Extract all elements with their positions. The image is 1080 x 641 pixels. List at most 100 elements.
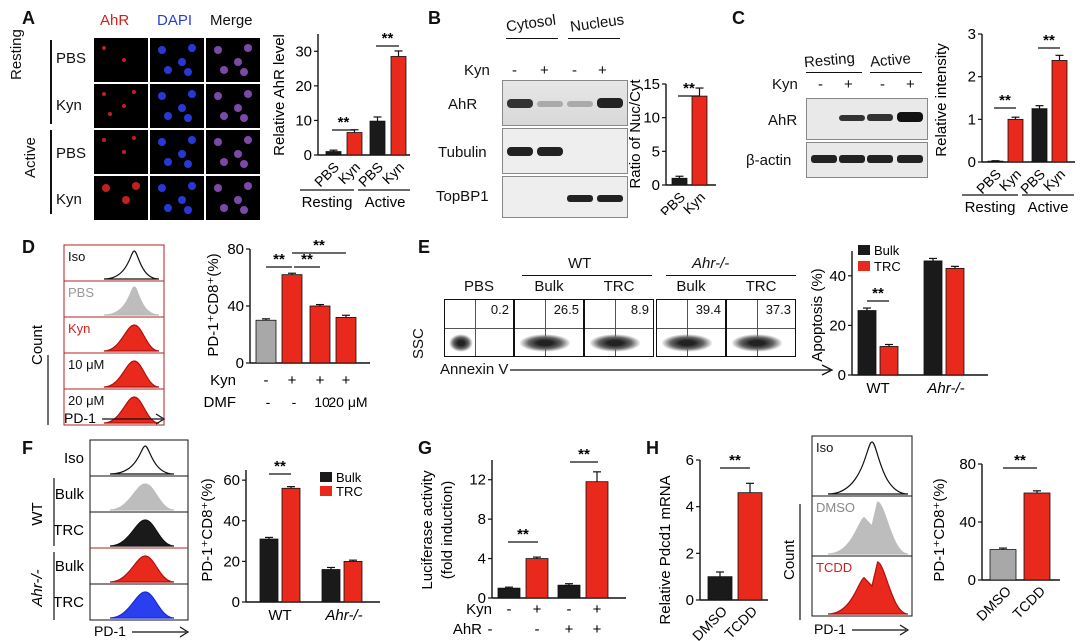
sig-marker: ** xyxy=(274,458,286,475)
col-group-resting: Resting xyxy=(803,49,856,72)
x-arrow-head xyxy=(179,626,190,638)
chart-g: 0 4 8 12 Luciferase activity (fold induction)… xyxy=(419,446,626,638)
cell-dot xyxy=(214,46,222,54)
group-line xyxy=(806,72,862,73)
x-axis-label: PD-1 xyxy=(94,623,126,639)
y-tick-label: 4 xyxy=(686,499,694,516)
blot-ahr xyxy=(806,98,928,140)
hist-label: Iso xyxy=(68,249,85,264)
cell-dot xyxy=(122,196,130,204)
x-axis-label: PD-1 xyxy=(814,621,846,637)
micrograph-cell xyxy=(150,176,204,220)
sign: - xyxy=(507,601,512,618)
y-tick-label: 8 xyxy=(478,511,486,528)
hist-label: TCDD xyxy=(816,560,852,575)
col-header-ahr: AhR xyxy=(100,12,130,29)
cell-dot xyxy=(158,46,166,54)
bar xyxy=(1023,492,1051,581)
band xyxy=(507,99,533,108)
bar xyxy=(497,587,521,599)
flow-plot: Bulk 39.4 xyxy=(656,278,726,357)
hist-label: Iso xyxy=(816,440,833,455)
histogram-peak xyxy=(109,483,175,511)
x-tick-label: Kyn xyxy=(996,166,1024,194)
cell-dot xyxy=(184,68,192,76)
group-ko: Ahr-/- xyxy=(692,255,730,272)
cell-dot xyxy=(240,68,248,76)
micrograph-cell xyxy=(94,176,148,220)
band xyxy=(867,155,893,163)
kyn-label: Kyn xyxy=(772,76,798,93)
sig-marker: ** xyxy=(1043,32,1055,49)
cell-dot xyxy=(102,92,106,96)
group-wt: WT xyxy=(568,255,592,272)
y-axis-label: Count xyxy=(30,324,46,365)
histogram-peak xyxy=(103,250,160,280)
flow-plot: PBS 0.2 xyxy=(444,278,514,357)
quadrant-line xyxy=(445,328,513,329)
legend-swatch xyxy=(858,261,870,271)
quadrant-line xyxy=(687,300,688,356)
quadrant-line xyxy=(515,328,583,329)
row-label: Kyn xyxy=(466,601,492,618)
quadrant-line xyxy=(585,328,653,329)
bar xyxy=(585,481,609,599)
quadrant-value: 39.4 xyxy=(695,302,721,317)
panel-f: F Iso Bulk TRC Bulk TRC WT Ahr-/- PD-1 0 20 40 60 P… xyxy=(0,430,410,641)
hist-label: Kyn xyxy=(68,321,90,336)
sign: + xyxy=(565,621,574,638)
micrograph-cell xyxy=(150,130,204,174)
band xyxy=(897,112,923,122)
cell-dot xyxy=(158,92,166,100)
y-tick-label: 40 xyxy=(829,268,846,285)
cell-dot xyxy=(188,90,196,98)
flow-ylabel: SSC xyxy=(410,328,427,359)
y-tick-label: 15 xyxy=(643,76,660,93)
y-tick-label: 0 xyxy=(838,367,846,384)
panel-letter: G xyxy=(418,438,433,458)
legend-swatch xyxy=(320,472,332,482)
legend-label: TRC xyxy=(874,259,901,274)
flow-plot: Bulk 26.5 xyxy=(514,278,584,357)
y-tick-label: 5 xyxy=(652,143,660,160)
y-tick-label: 30 xyxy=(295,43,312,60)
cell-dot xyxy=(234,58,242,66)
group-label: WT xyxy=(866,380,889,397)
x-arrow-head xyxy=(155,413,166,425)
cell-dot xyxy=(122,150,126,154)
histogram-peak xyxy=(827,501,909,555)
event-cloud xyxy=(589,334,641,352)
histogram-peak xyxy=(109,519,175,547)
hist-label: 20 μM xyxy=(68,393,104,408)
histogram-frame xyxy=(811,435,913,617)
flow-plot-title: Bulk xyxy=(534,278,564,295)
bar xyxy=(1051,60,1068,163)
panel-letter: A xyxy=(22,8,35,28)
x-tick-label: Kyn xyxy=(379,159,407,187)
y-tick-label: 1 xyxy=(968,111,976,128)
y-axis-label: (fold induction) xyxy=(439,481,456,579)
histogram-stack-d: Iso PBS Kyn 10 μM 20 μM Count PD-1 xyxy=(30,244,166,426)
bar xyxy=(346,132,363,156)
band xyxy=(507,147,533,156)
cell-dot xyxy=(184,160,192,168)
sign: - xyxy=(488,621,493,638)
bar xyxy=(525,558,549,599)
kyn-sign: + xyxy=(844,76,853,93)
cell-dot xyxy=(122,58,126,62)
micrograph-cell xyxy=(206,130,260,174)
histogram-peak xyxy=(109,445,175,475)
bar xyxy=(321,569,341,603)
quadrant-value: 26.5 xyxy=(553,302,579,317)
band xyxy=(567,101,593,107)
row-label: PBS xyxy=(56,50,87,67)
legend-swatch xyxy=(320,486,332,496)
quadrant-value: 8.9 xyxy=(630,302,649,317)
cell-dot xyxy=(184,114,192,122)
group-line xyxy=(568,38,620,39)
y-tick-label: 80 xyxy=(959,456,976,473)
band-label: β-actin xyxy=(746,152,792,169)
micrograph-cell xyxy=(94,38,148,82)
